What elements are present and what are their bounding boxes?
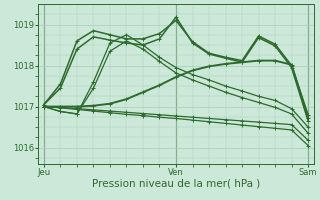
X-axis label: Pression niveau de la mer( hPa ): Pression niveau de la mer( hPa ) (92, 179, 260, 189)
